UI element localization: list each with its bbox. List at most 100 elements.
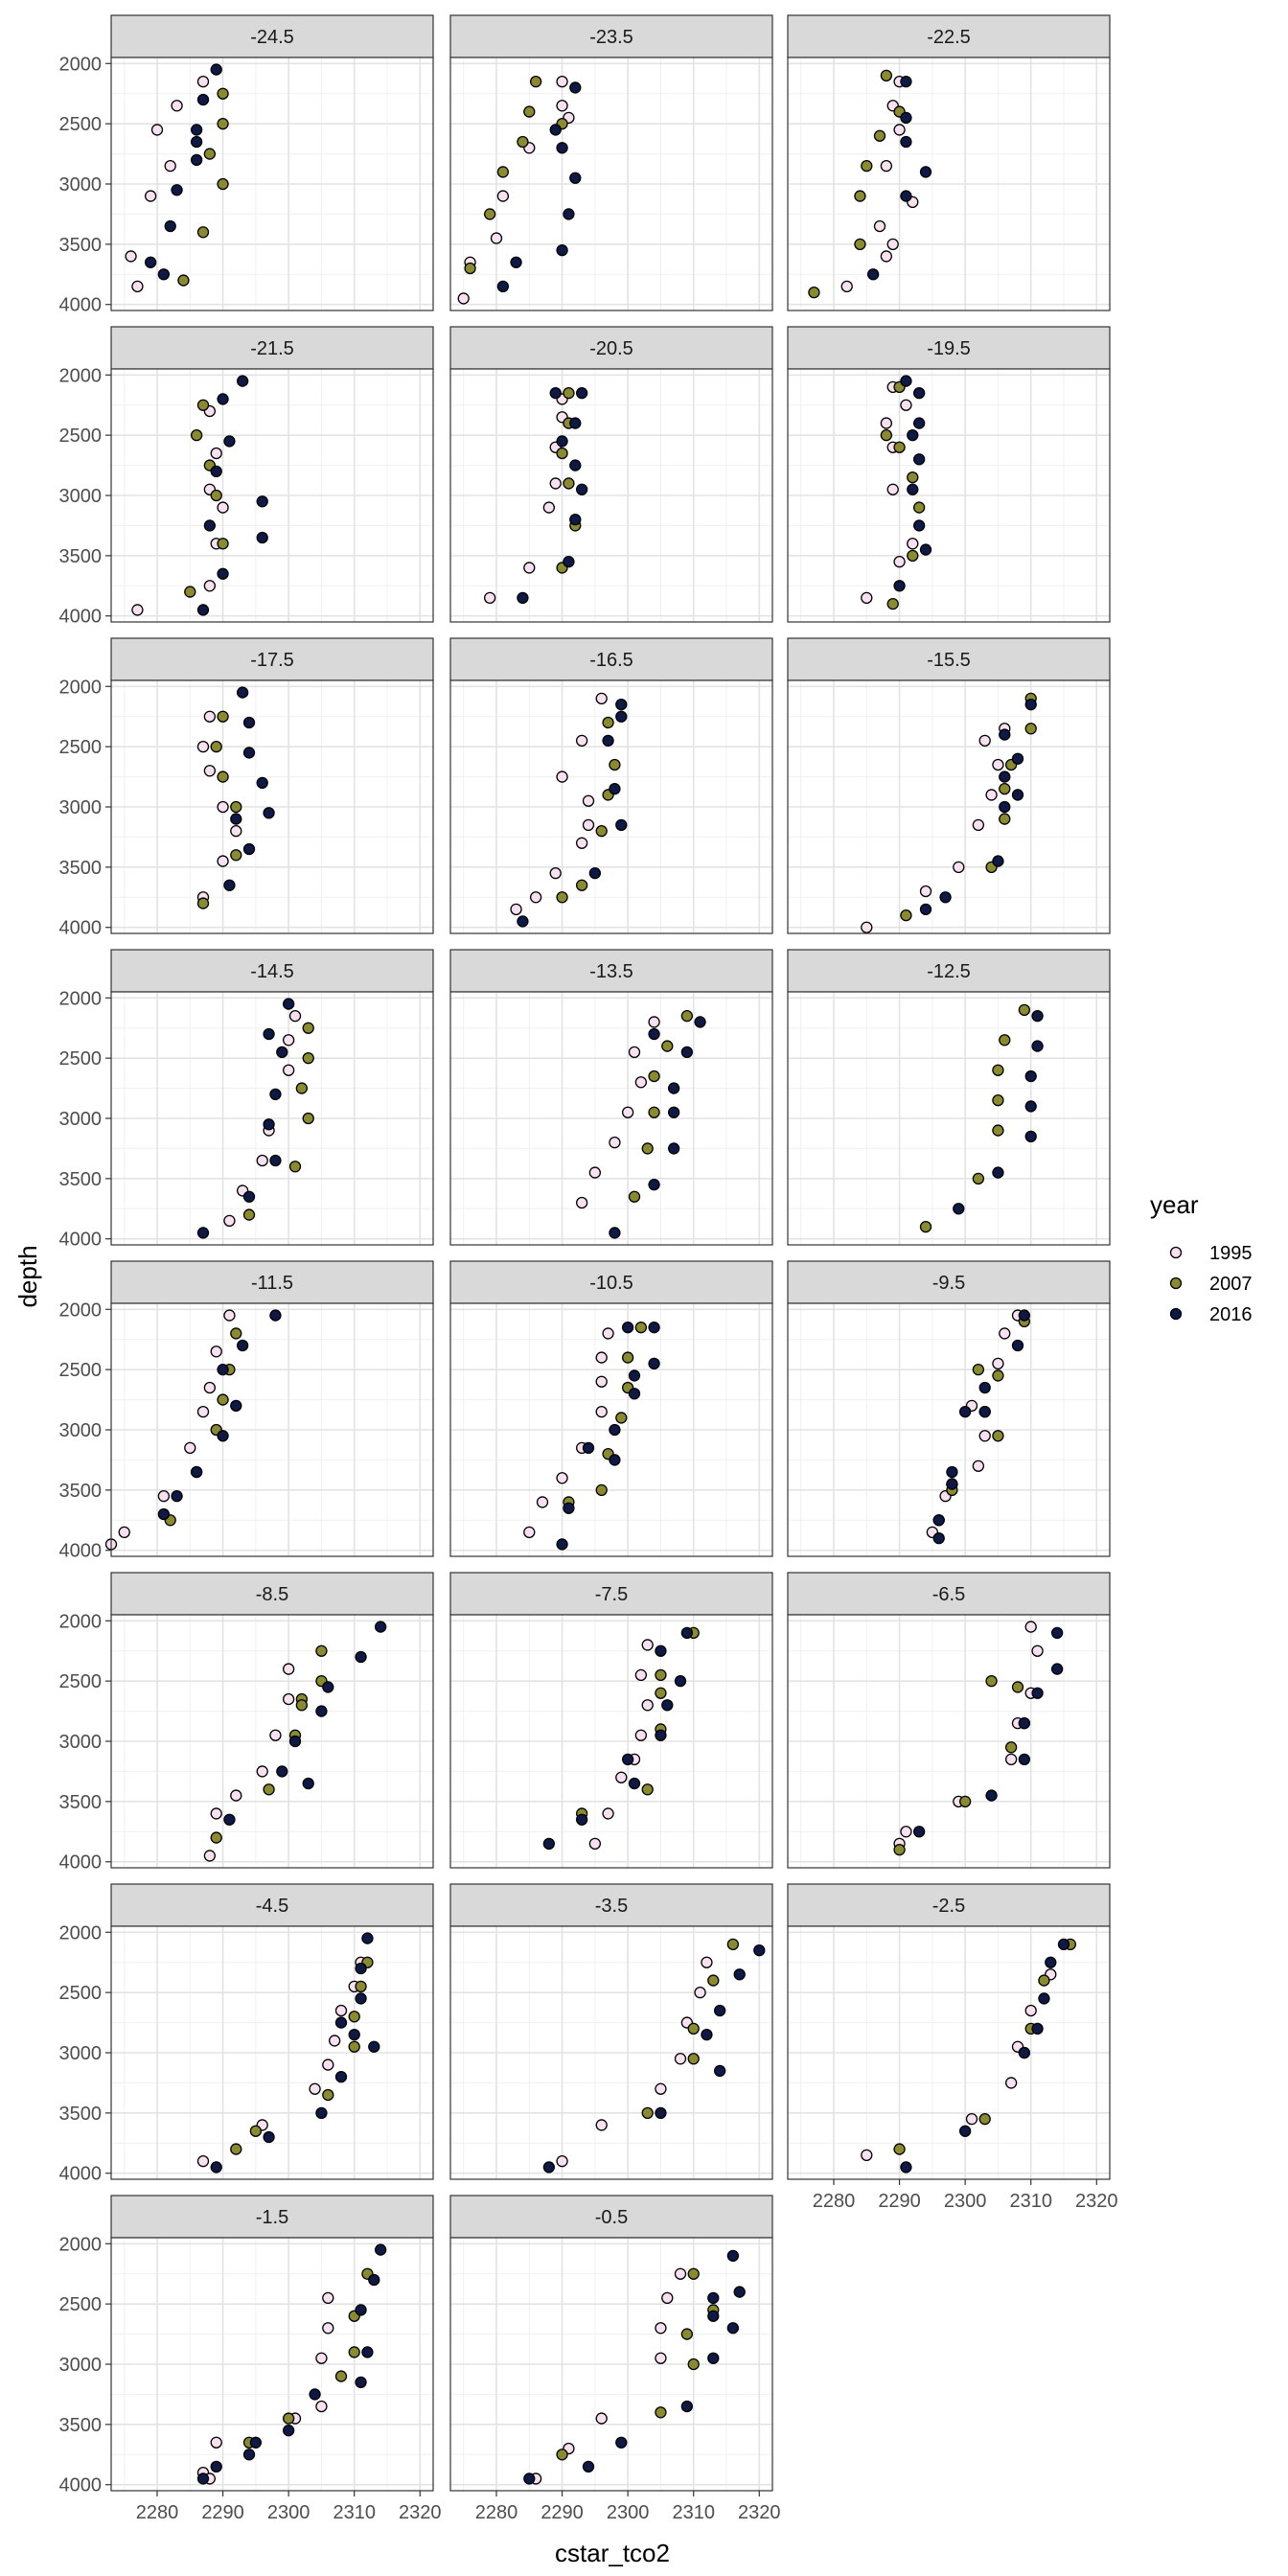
x-tick-label: 2310 <box>672 2502 715 2523</box>
x-tick-label: 2320 <box>738 2502 781 2523</box>
panel-border <box>787 57 1111 311</box>
data-point-2016 <box>144 256 157 268</box>
data-point-1995 <box>595 1405 608 1418</box>
data-point-2016 <box>217 1430 229 1442</box>
panel-border <box>449 2237 773 2492</box>
data-point-2016 <box>912 1826 926 1838</box>
y-tick-label: 4000 <box>59 1852 103 1874</box>
y-tick-label: 3000 <box>59 1732 103 1753</box>
data-point-2016 <box>900 190 912 202</box>
data-point-1995 <box>510 903 522 916</box>
x-tick-label: 2280 <box>813 2191 856 2212</box>
data-point-2007 <box>972 1172 985 1185</box>
data-point-2016 <box>556 435 568 448</box>
data-point-1995 <box>602 1327 614 1340</box>
data-point-1995 <box>588 1837 602 1851</box>
data-point-1995 <box>595 2412 608 2425</box>
data-point-2016 <box>549 124 562 136</box>
data-point-2007 <box>655 1668 667 1682</box>
data-point-2016 <box>374 1621 387 1633</box>
data-point-2007 <box>556 2449 568 2461</box>
data-point-1995 <box>334 2004 348 2017</box>
axes: 2000 2500 3000 3500 4000 2000 2500 3000 3500 4000… <box>59 54 1118 2523</box>
data-point-1995 <box>256 1765 268 1778</box>
y-tick-label: 2500 <box>59 114 103 135</box>
facet-panel: -10.5 <box>449 1260 773 1557</box>
data-point-2007 <box>230 1327 242 1340</box>
data-point-2007 <box>1038 1974 1050 1987</box>
data-point-2007 <box>517 135 529 149</box>
facet-label: -16.5 <box>589 650 633 671</box>
facet-label: -10.5 <box>589 1273 633 1294</box>
data-point-2016 <box>674 1674 687 1688</box>
data-point-2016 <box>276 1765 288 1778</box>
data-point-2016 <box>282 998 295 1010</box>
data-point-2007 <box>575 879 588 891</box>
data-point-1995 <box>131 280 144 293</box>
data-point-1995 <box>223 1214 236 1228</box>
data-point-1995 <box>919 885 932 898</box>
data-point-2007 <box>348 2346 360 2358</box>
facet-label: -14.5 <box>250 961 294 982</box>
data-point-2016 <box>157 1507 171 1521</box>
facet-label: -4.5 <box>256 1896 288 1917</box>
facet-strip <box>110 1883 434 1927</box>
y-tick-label: 4000 <box>59 2164 103 2185</box>
data-point-2016 <box>609 1454 621 1466</box>
data-point-2007 <box>854 238 866 251</box>
data-point-2007 <box>190 428 203 442</box>
data-point-2007 <box>210 489 222 502</box>
data-point-2016 <box>900 135 912 149</box>
data-point-1995 <box>223 1309 236 1322</box>
data-point-1995 <box>496 190 510 202</box>
data-point-2016 <box>726 2322 740 2334</box>
data-point-2016 <box>866 268 880 281</box>
data-point-2007 <box>992 1430 1004 1442</box>
y-tick-label: 2500 <box>59 426 103 447</box>
data-point-2016 <box>912 386 926 400</box>
data-point-2016 <box>282 2424 295 2437</box>
data-point-2016 <box>621 1321 634 1334</box>
data-point-2016 <box>978 1381 991 1394</box>
data-point-2016 <box>999 728 1011 741</box>
data-point-2007 <box>302 1022 314 1034</box>
facet-panel: -11.5 <box>104 1260 434 1557</box>
data-point-2016 <box>556 142 568 154</box>
data-point-2007 <box>295 1082 309 1094</box>
data-point-1995 <box>328 2035 341 2047</box>
data-point-2016 <box>171 184 183 196</box>
data-point-2016 <box>1031 2022 1044 2036</box>
facet-panel: -20.5 <box>449 326 773 623</box>
data-point-2016 <box>569 172 582 184</box>
data-point-2007 <box>196 897 210 909</box>
facet-panel: -13.5 <box>449 949 773 1246</box>
data-point-2016 <box>912 453 926 466</box>
data-point-1995 <box>171 100 183 112</box>
data-point-2016 <box>309 2388 321 2401</box>
data-point-2016 <box>1018 2046 1031 2059</box>
data-point-2007 <box>886 597 899 610</box>
data-point-2007 <box>348 2011 360 2023</box>
data-point-2007 <box>602 716 614 729</box>
data-point-1995 <box>529 891 542 904</box>
data-point-1995 <box>893 124 906 136</box>
data-point-2007 <box>919 1220 932 1233</box>
data-point-2016 <box>263 2130 275 2144</box>
data-point-2007 <box>648 1070 660 1083</box>
data-point-2016 <box>355 2376 367 2389</box>
facet-panel: -9.5 <box>787 1260 1111 1557</box>
facet-label: -11.5 <box>251 1273 293 1294</box>
data-point-1995 <box>269 1729 282 1741</box>
facet-strip <box>787 1572 1111 1616</box>
x-tick-label: 2290 <box>201 2502 244 2523</box>
data-point-2016 <box>946 1478 958 1490</box>
data-point-1995 <box>256 1154 268 1167</box>
data-point-2016 <box>958 2125 972 2137</box>
data-point-1995 <box>282 1692 295 1706</box>
data-point-2016 <box>210 465 222 478</box>
data-point-2007 <box>556 447 568 460</box>
data-point-2007 <box>464 262 476 275</box>
facet-label: -2.5 <box>932 1896 965 1917</box>
data-point-2007 <box>595 824 608 838</box>
data-point-1995 <box>282 1064 295 1076</box>
